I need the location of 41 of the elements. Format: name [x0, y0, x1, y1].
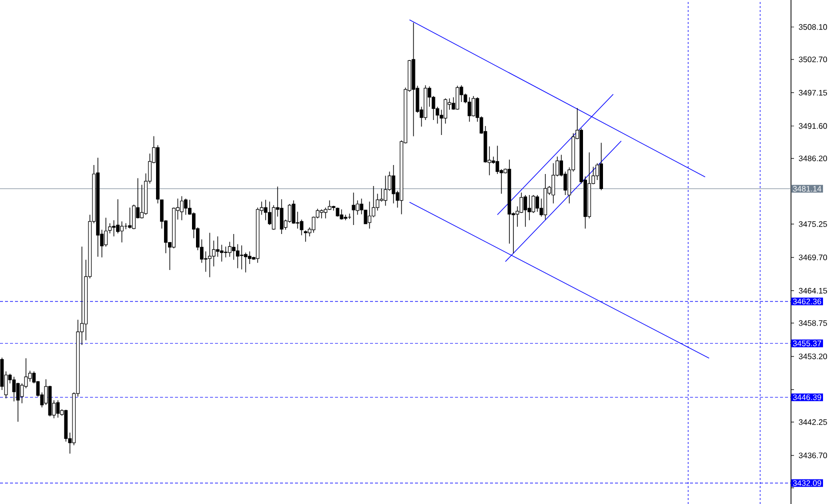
candlestick [108, 222, 112, 234]
candlestick [116, 198, 120, 234]
candlestick [384, 175, 388, 206]
candlestick [520, 192, 524, 214]
candlestick [392, 164, 396, 204]
candlestick [456, 85, 460, 110]
candlestick [244, 252, 248, 273]
candlestick [12, 376, 16, 402]
candlestick [224, 246, 228, 258]
candlestick [120, 221, 124, 243]
candlestick [280, 198, 284, 234]
candlestick [132, 204, 136, 230]
candlestick [56, 400, 60, 418]
candlestick [528, 194, 532, 221]
candlestick [300, 219, 304, 236]
candlestick [240, 245, 244, 270]
candlestick [208, 232, 212, 278]
candlestick [264, 199, 268, 221]
candlestick [236, 244, 240, 269]
candlestick [268, 201, 272, 226]
candlestick [496, 145, 500, 174]
candlestick [524, 194, 528, 228]
candlestick [552, 162, 556, 204]
candlestick [532, 194, 536, 214]
candlestick [180, 196, 184, 221]
candlestick [272, 204, 276, 230]
candlestick [104, 217, 108, 247]
candlestick [220, 244, 224, 262]
candlestick [212, 240, 216, 267]
candlestick [352, 192, 356, 226]
candlestick [356, 200, 360, 216]
candlestick [232, 234, 236, 260]
candlestick [184, 198, 188, 216]
candlestick [328, 200, 332, 210]
candlestick [292, 200, 296, 224]
candlestick [248, 251, 252, 264]
candlestick [536, 194, 540, 212]
candlestick [228, 241, 232, 258]
candlestick [140, 184, 144, 219]
candlestick [468, 96, 472, 122]
candlestick [204, 251, 208, 272]
